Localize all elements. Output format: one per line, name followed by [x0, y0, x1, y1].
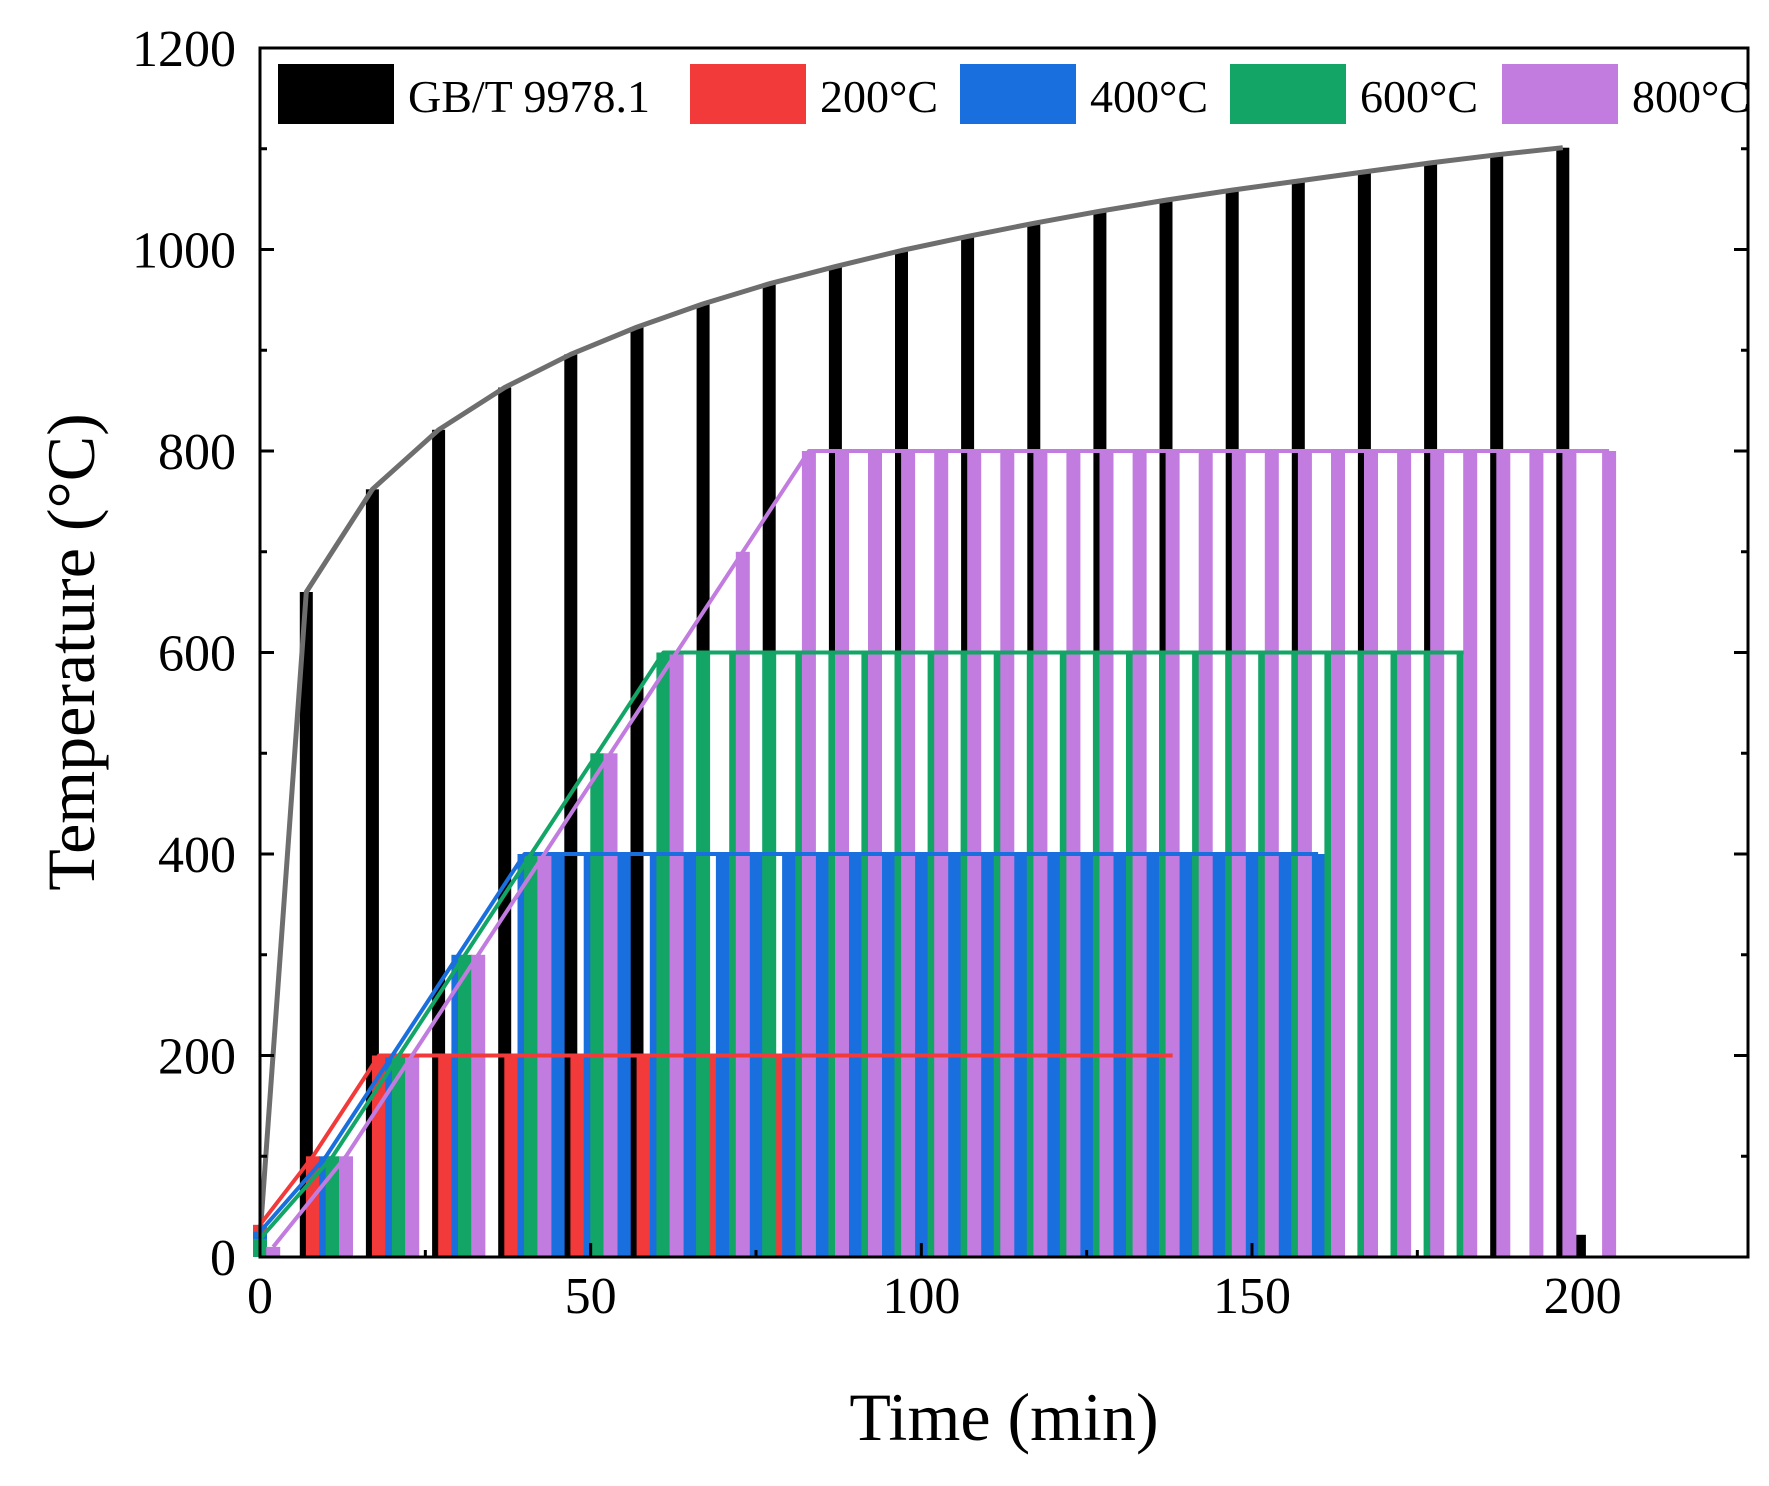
bar-400c	[1278, 854, 1293, 1257]
bar-200c	[372, 1055, 386, 1257]
bar-800c	[1430, 451, 1445, 1257]
line-200c	[258, 1053, 1173, 1227]
legend-swatch-4	[1502, 64, 1618, 124]
x-tick-label: 0	[247, 1268, 273, 1325]
bar-gbt	[630, 327, 644, 1258]
bar-600c	[590, 753, 605, 1258]
bar-800c	[471, 954, 486, 1258]
bar-800c	[1562, 451, 1577, 1257]
legend-swatch-1	[690, 64, 806, 124]
line-800c	[271, 449, 1610, 1249]
bar-600c	[458, 954, 472, 1258]
bar-200c	[636, 1055, 651, 1257]
bar-200c	[438, 1055, 453, 1257]
bar-600c	[656, 652, 671, 1257]
bar-800c	[603, 753, 618, 1258]
y-tick-label: 0	[210, 1230, 236, 1287]
bar-600c	[391, 1055, 406, 1257]
legend-swatch-2	[960, 64, 1076, 124]
bar-800c	[1397, 451, 1412, 1257]
bar-400c	[1245, 854, 1259, 1257]
bar-800c	[405, 1055, 420, 1257]
bar-800c	[669, 652, 684, 1257]
bar-gbt	[498, 387, 512, 1257]
x-tick-label: 100	[882, 1268, 960, 1325]
legend: GB/T 9978.1 200°C 400°C 600°C 800°C	[278, 64, 1750, 124]
y-tick-label: 200	[158, 1029, 236, 1086]
y-tick-label: 400	[158, 827, 236, 884]
axis-ticks: 0 50 100 150 200 0 200 400 600 800 1000 1200	[132, 21, 1748, 1325]
legend-label-4: 800°C	[1632, 71, 1750, 122]
legend-swatch-3	[1230, 64, 1346, 124]
bar-800c	[1529, 451, 1544, 1257]
bar-800c	[735, 551, 750, 1258]
bar-200c	[570, 1055, 585, 1257]
x-tick-label: 200	[1544, 1268, 1622, 1325]
line-600c	[258, 650, 1464, 1241]
bar-600c	[325, 1156, 340, 1258]
y-tick-label: 1000	[132, 223, 236, 280]
y-tick-label: 1200	[132, 21, 236, 78]
bar-gbt	[299, 592, 313, 1257]
bar-800c	[1331, 451, 1345, 1257]
y-tick-label: 800	[158, 424, 236, 481]
bar-800c	[1463, 451, 1478, 1257]
bar-gbt	[432, 429, 446, 1257]
y-axis-title: Temperature (°C)	[33, 413, 109, 890]
x-tick-label: 50	[565, 1268, 617, 1325]
bar-800c	[266, 1246, 281, 1257]
bar-600c	[762, 652, 777, 1257]
x-tick-label: 150	[1213, 1268, 1291, 1325]
bar-600c	[696, 652, 711, 1257]
bar-800c	[1602, 451, 1617, 1257]
bar-400c	[1311, 854, 1326, 1257]
bar-800c	[339, 1156, 353, 1258]
bar-400c	[1178, 854, 1193, 1257]
lines-layer	[257, 145, 1610, 1249]
y-tick-label: 600	[158, 626, 236, 683]
legend-label-0: GB/T 9978.1	[408, 71, 650, 122]
legend-label-2: 400°C	[1090, 71, 1208, 122]
legend-label-1: 200°C	[820, 71, 938, 122]
line-gbt	[257, 145, 1564, 1237]
bar-200c	[504, 1055, 519, 1257]
bar-400c	[1211, 854, 1226, 1257]
bar-800c	[1364, 451, 1378, 1257]
bars-layer	[253, 147, 1617, 1258]
bar-gbt	[564, 354, 578, 1257]
bar-800c	[1496, 451, 1511, 1257]
legend-swatch-0	[278, 64, 394, 124]
legend-label-3: 600°C	[1360, 71, 1478, 122]
x-axis-title: Time (min)	[849, 1379, 1158, 1455]
